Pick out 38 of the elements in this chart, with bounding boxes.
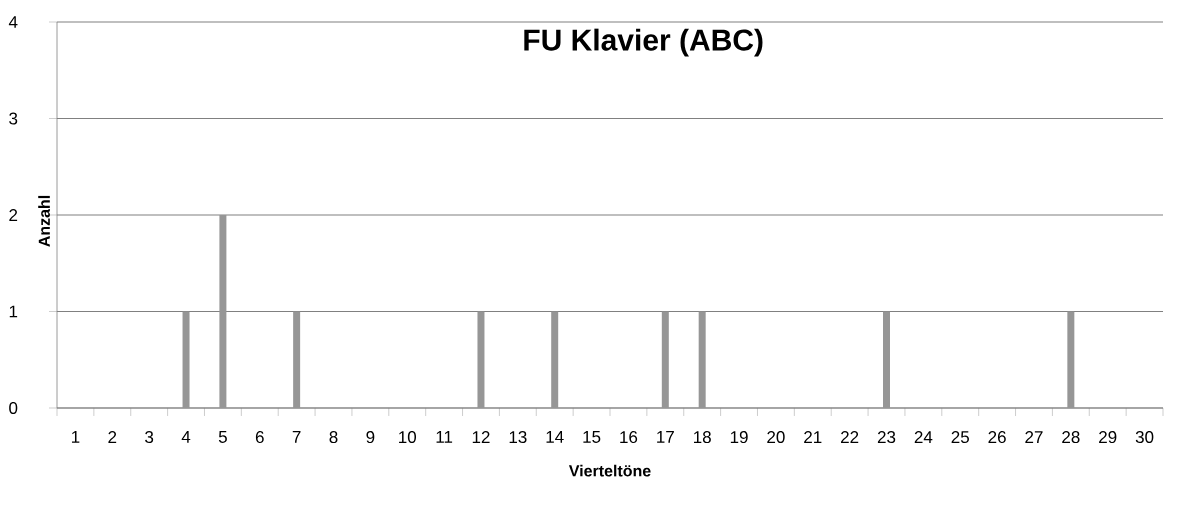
x-tick-label: 16 [620,431,638,444]
x-tick-label: 24 [914,431,933,443]
x-tick-label: 11 [436,431,453,443]
x-tick-label: 30 [1135,431,1154,444]
x-tick-label: 15 [583,431,601,443]
x-tick-label: 2 [108,431,117,443]
y-axis-title: Anzahl [38,195,50,247]
x-tick-label: 7 [292,431,301,443]
x-tick-label: 25 [951,431,969,444]
x-axis-title: Vierteltöne [568,464,651,477]
chart-title: FU Klavier (ABC) [524,28,763,57]
x-tick-label: 3 [145,431,154,444]
x-tick-label: 28 [1062,431,1080,444]
y-tick-label: 0 [9,401,18,415]
x-tick-label: 9 [366,431,375,444]
x-tick-label: 6 [255,431,264,444]
x-tick-label: 4 [181,431,191,443]
x-tick-label: 26 [988,431,1006,444]
x-tick-label: 10 [399,431,417,444]
y-tick-label: 1 [9,305,18,318]
x-tick-label: 23 [877,431,896,444]
x-tick-label: 21 [804,431,822,443]
x-tick-label: 8 [329,431,338,444]
x-tick-label: 29 [1099,431,1117,444]
x-tick-label: 19 [730,431,748,444]
x-tick-label: 27 [1025,431,1043,443]
y-tick-label: 2 [9,209,18,221]
x-tick-label: 17 [657,431,674,443]
x-tick-label: 12 [472,431,490,443]
x-tick-label: 13 [509,431,527,444]
y-tick-label: 3 [9,112,18,125]
x-tick-label: 18 [694,431,711,444]
x-tick-label: 5 [218,431,227,443]
x-tick-label: 22 [841,431,859,443]
x-tick-label: 20 [767,431,785,444]
y-tick-label: 4 [8,16,18,28]
x-tick-label: 1 [71,431,80,443]
x-tick-label: 14 [546,431,564,443]
